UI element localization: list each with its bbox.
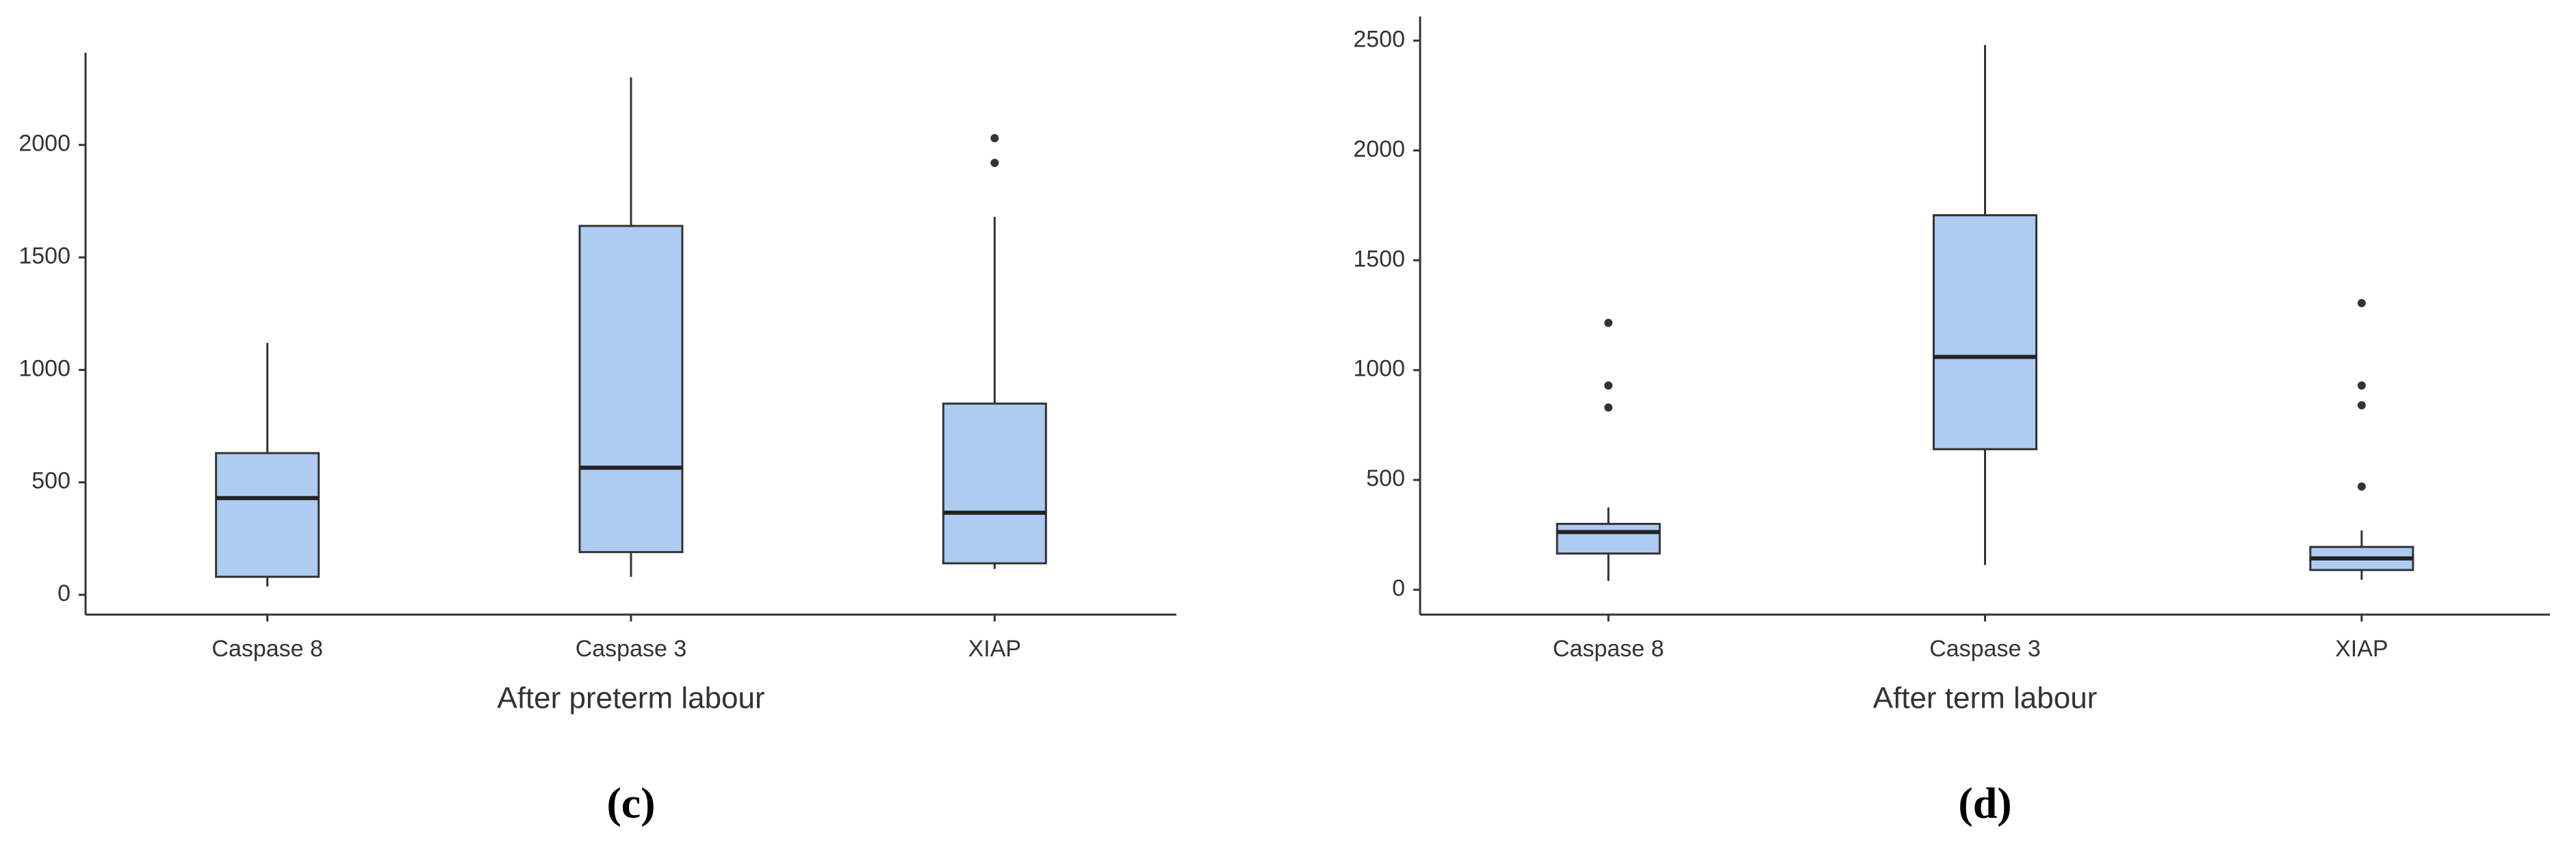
x-tick-label: Caspase 8 — [211, 636, 323, 662]
outlier — [2357, 482, 2366, 491]
panel-label: (c) — [606, 779, 655, 827]
y-tick-label: 2500 — [1353, 26, 1405, 52]
y-tick-label: 0 — [1392, 576, 1405, 602]
box — [1933, 214, 2037, 450]
outlier — [1604, 381, 1613, 390]
x-tick-label: Caspase 3 — [576, 636, 687, 662]
x-tick-label: Caspase 8 — [1553, 636, 1664, 662]
outlier — [1604, 318, 1613, 327]
y-tick-label: 500 — [1366, 465, 1405, 491]
outlier — [990, 133, 999, 142]
y-tick-label: 500 — [31, 468, 70, 494]
y-tick-label: 1000 — [18, 355, 70, 381]
y-tick-label: 1500 — [18, 243, 70, 269]
y-tick-label: 2000 — [1353, 136, 1405, 162]
outlier — [2357, 401, 2366, 410]
box — [942, 402, 1047, 565]
outlier — [1604, 403, 1613, 412]
y-tick-label: 0 — [57, 580, 70, 606]
x-axis-label: After term labour — [1873, 682, 2098, 715]
y-tick-label: 2000 — [18, 131, 70, 157]
box — [215, 452, 320, 578]
x-axis-label: After preterm labour — [497, 682, 764, 715]
box — [1556, 522, 1661, 555]
x-tick-label: XIAP — [2335, 636, 2388, 662]
outlier — [2357, 298, 2366, 307]
y-tick-label: 1000 — [1353, 356, 1405, 382]
outlier — [990, 159, 999, 168]
outlier — [2357, 381, 2366, 390]
y-tick-label: 1500 — [1353, 246, 1405, 272]
x-tick-label: Caspase 3 — [1929, 636, 2041, 662]
box — [578, 224, 684, 554]
x-tick-label: XIAP — [968, 636, 1021, 662]
panel-label: (d) — [1958, 779, 2011, 827]
